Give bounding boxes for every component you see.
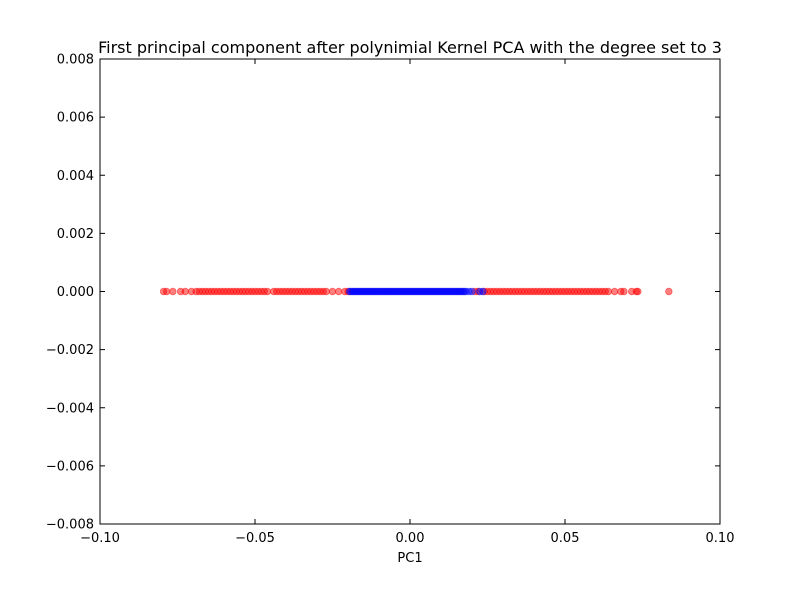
data-point: [263, 287, 272, 296]
y-tick-label: −0.008: [46, 518, 94, 533]
y-tick-label: 0.004: [57, 169, 94, 184]
y-tick-label: 0.002: [57, 227, 94, 242]
y-tick-label: 0.008: [57, 53, 94, 68]
chart-title: First principal component after polynimi…: [98, 38, 722, 57]
x-tick-label: 0.00: [396, 531, 425, 546]
x-tick-label: −0.10: [80, 531, 120, 546]
data-point: [169, 287, 177, 296]
data-point: [328, 287, 337, 296]
points-layer: [159, 287, 673, 296]
data-point: [610, 287, 619, 296]
data-point: [665, 287, 673, 296]
data-point: [322, 287, 330, 296]
data-point: [181, 287, 189, 296]
x-tick-label: −0.05: [235, 531, 275, 546]
y-tick-label: 0.000: [57, 285, 94, 300]
x-tick-label: 0.05: [551, 531, 580, 546]
data-point: [634, 287, 642, 296]
data-point: [468, 287, 476, 296]
data-point: [162, 287, 171, 296]
y-tick-label: −0.006: [46, 459, 94, 474]
ticks-layer: −0.10 −0.05 0.00 0.05 0.10 0.008 0.006 0.004 0.0…: [46, 53, 735, 547]
y-tick-label: −0.002: [46, 343, 94, 358]
x-tick-label: 0.10: [706, 531, 735, 546]
y-tick-label: −0.004: [46, 401, 94, 416]
data-point: [335, 287, 343, 296]
y-tick-label: 0.006: [57, 111, 94, 126]
data-point: [620, 287, 628, 296]
data-point: [479, 287, 487, 296]
x-axis-label: PC1: [397, 551, 422, 566]
data-point: [604, 287, 613, 296]
